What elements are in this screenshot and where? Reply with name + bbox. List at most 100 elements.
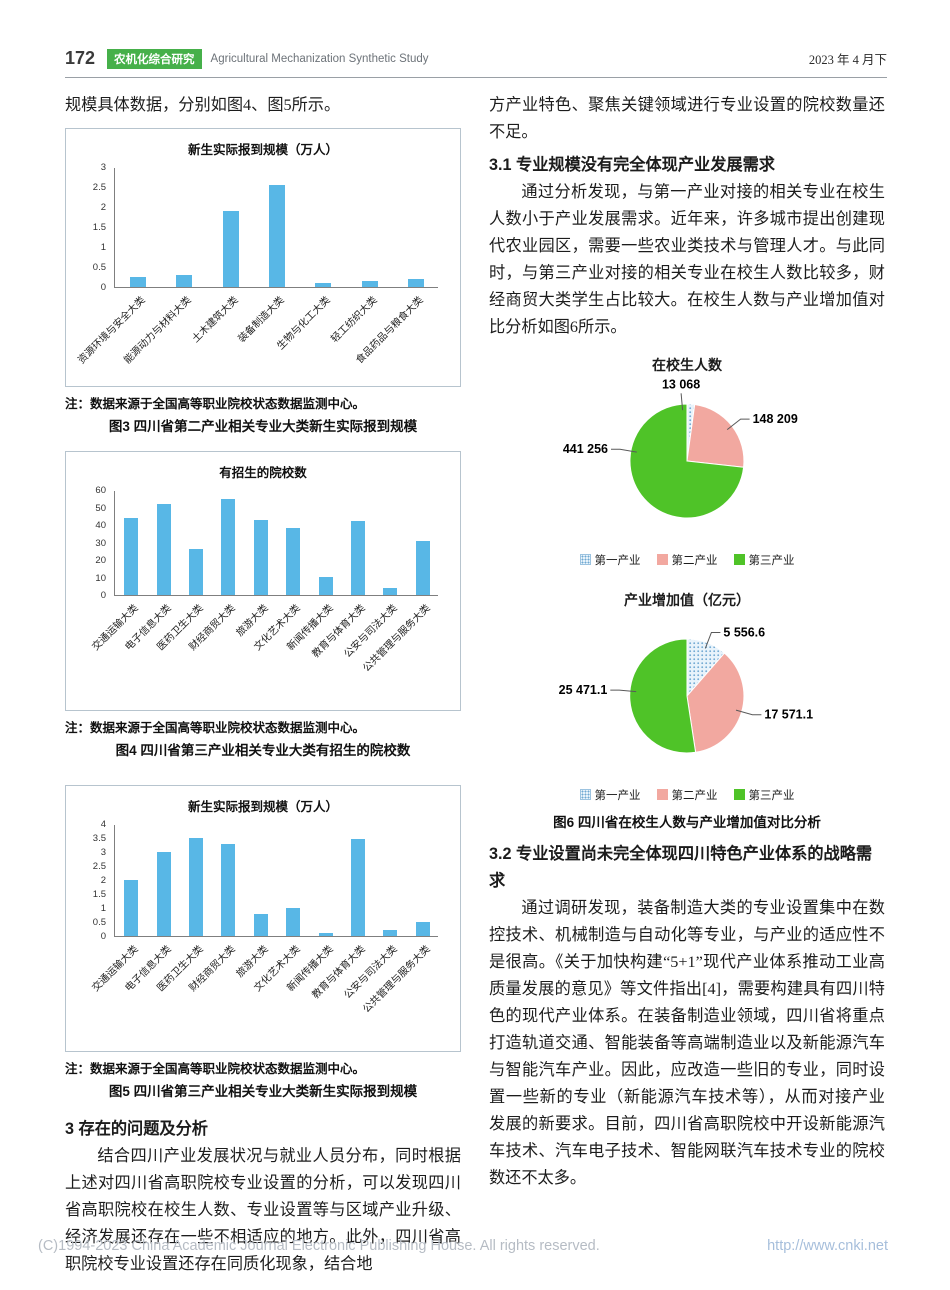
- bar: [351, 521, 365, 595]
- legend-label: 第一产业: [594, 790, 641, 802]
- pie-value-label: 17 571.1: [764, 708, 813, 722]
- legend-swatch: [656, 789, 668, 800]
- figure3-note: 注：数据来源于全国高等职业院校状态数据监测中心。: [65, 397, 366, 411]
- y-axis-label: 4: [100, 819, 106, 830]
- y-axis-label: 3.5: [92, 833, 106, 844]
- section-3-heading: 3 存在的问题及分析: [65, 1120, 208, 1138]
- figure3-caption: 图3 四川省第二产业相关专业大类新生实际报到规模: [108, 419, 418, 434]
- y-axis-label: 1: [100, 903, 106, 914]
- bar: [416, 541, 430, 595]
- bar: [189, 838, 203, 936]
- y-axis-label: 40: [95, 520, 106, 531]
- y-axis-label: 3: [100, 162, 106, 173]
- pie-svg: 13 068 148 209 441 256: [563, 377, 798, 519]
- legend-item: 第一产业: [579, 789, 641, 802]
- section-3-2-heading: 3.2 专业设置尚未完全体现四川特色产业体系的战略需求: [489, 845, 873, 890]
- y-axis-label: 2.5: [92, 182, 106, 193]
- pie-value-label: 13 068: [662, 377, 700, 391]
- cnki-url: http://www.cnki.net: [767, 1238, 888, 1254]
- legend-swatch: [733, 789, 745, 800]
- bar: [286, 528, 300, 595]
- intro-paragraph: 规模具体数据，分别如图4、图5所示。: [65, 96, 341, 114]
- pie2-chart: 5 556.6 17 571.1 25 471.1 第一产业 第二产业 第三产业: [489, 610, 885, 803]
- legend-label: 第二产业: [671, 790, 718, 802]
- journal-badge: 农机化综合研究: [107, 48, 202, 69]
- figure6-caption: 图6 四川省在校生人数与产业增加值对比分析: [553, 815, 821, 830]
- pie-slice: [686, 403, 745, 468]
- bar: [130, 277, 146, 287]
- section-3-1-paragraph: 通过分析发现，与第一产业对接的相关专业在校生人数小于产业发展需求。近年来，许多城…: [489, 183, 885, 336]
- legend-swatch: [579, 554, 591, 565]
- pie-legend: 第一产业 第二产业 第三产业: [489, 552, 885, 568]
- right-column: 方产业特色、聚焦关键领域进行专业设置的院校数量还不足。 3.1 专业规模没有完全…: [489, 92, 885, 1192]
- bar: [383, 930, 397, 936]
- pie-value-label: 25 471.1: [559, 683, 608, 697]
- figure5-bar-chart: 0 0.5 1 1.5 2 2.5 3 3.5 4 交通运输大类 电子信息大类 医药卫生大类 财经商贸大…: [76, 819, 450, 1043]
- legend-label: 第二产业: [671, 555, 718, 567]
- y-axis-label: 3: [100, 847, 106, 858]
- pie1-chart: 13 068 148 209 441 256 第一产业 第二产业 第三产业: [489, 375, 885, 568]
- y-axis-label: 20: [95, 555, 106, 566]
- y-axis-label: 10: [95, 572, 106, 584]
- legend-label: 第三产业: [748, 790, 795, 802]
- bar: [351, 839, 365, 936]
- y-axis-label: 50: [95, 502, 106, 514]
- pie-value-label: 148 209: [753, 412, 798, 426]
- bar: [319, 577, 333, 595]
- figure6-pie-students: 在校生人数 13 068 148 209 441 256 第一产业 第二产业 第三产业: [489, 349, 885, 568]
- y-axis-label: 0: [100, 931, 106, 942]
- label-leader-line: [610, 689, 637, 693]
- legend-swatch: [579, 789, 591, 800]
- pie-legend: 第一产业 第二产业 第三产业: [489, 787, 885, 803]
- legend-label: 第三产业: [748, 555, 795, 567]
- bar: [176, 275, 192, 287]
- bar: [221, 499, 235, 595]
- y-axis-label: 0: [100, 590, 106, 601]
- legend-item: 第二产业: [656, 789, 718, 802]
- bar: [221, 844, 235, 936]
- y-axis-label: 1: [100, 242, 106, 253]
- figure4-bar-chart: 0 10 20 30 40 50 60 交通运输大类 电子信息大类 医药卫生大类 财经商贸大类 旅游大…: [76, 485, 450, 702]
- figure3-box: 新生实际报到规模（万人） 0 0.5 1 1.5 2 2.5 3 资源环境与安全大类 能源动力与…: [65, 128, 461, 387]
- y-axis-label: 0: [100, 282, 106, 293]
- figure4-caption: 图4 四川省第三产业相关专业大类有招生的院校数: [115, 743, 411, 758]
- legend-item: 第二产业: [656, 554, 718, 567]
- label-leader-line: [735, 709, 762, 716]
- bar: [383, 588, 397, 595]
- pie1-title: 在校生人数: [652, 357, 722, 373]
- page-number: 172: [65, 48, 96, 68]
- page-footer: (C)1994-2023 China Academic Journal Elec…: [38, 1238, 888, 1254]
- pie2-title: 产业增加值（亿元）: [624, 592, 750, 608]
- y-axis-label: 30: [95, 537, 106, 549]
- bar: [254, 914, 268, 936]
- bar: [189, 549, 203, 595]
- bar: [408, 279, 424, 287]
- label-leader-line: [726, 418, 750, 430]
- issue-date: 2023 年 4 月下: [808, 53, 887, 67]
- y-axis-label: 0.5: [92, 917, 106, 928]
- y-axis-label: 2: [100, 202, 106, 213]
- y-axis-label: 1.5: [92, 222, 106, 233]
- bar: [362, 281, 378, 287]
- figure3-chart-title: 新生实际报到规模（万人）: [187, 143, 338, 157]
- bar: [124, 518, 138, 595]
- legend-item: 第三产业: [733, 789, 795, 802]
- figure4-note: 注：数据来源于全国高等职业院校状态数据监测中心。: [65, 721, 366, 735]
- journal-name-en: Agricultural Mechanization Synthetic Stu…: [210, 52, 429, 65]
- section-3-paragraph: 结合四川产业发展状况与就业人员分布，同时根据上述对四川省高职院校专业设置的分析，…: [65, 1147, 461, 1273]
- y-axis-label: 2.5: [92, 861, 106, 872]
- label-leader-line: [611, 448, 637, 453]
- plot-area: [114, 825, 438, 937]
- bar: [157, 852, 171, 936]
- pie-value-label: 441 256: [563, 442, 608, 456]
- figure4-chart-title: 有招生的院校数: [219, 466, 307, 480]
- plot-area: [114, 168, 438, 288]
- plot-area: [114, 491, 438, 596]
- legend-label: 第一产业: [594, 555, 641, 567]
- bar: [124, 880, 138, 936]
- section-3-1-heading: 3.1 专业规模没有完全体现产业发展需求: [489, 156, 775, 174]
- page-header: 172 农机化综合研究 Agricultural Mechanization S…: [65, 46, 887, 78]
- figure5-caption: 图5 四川省第三产业相关专业大类新生实际报到规模: [108, 1084, 418, 1099]
- legend-item: 第三产业: [733, 554, 795, 567]
